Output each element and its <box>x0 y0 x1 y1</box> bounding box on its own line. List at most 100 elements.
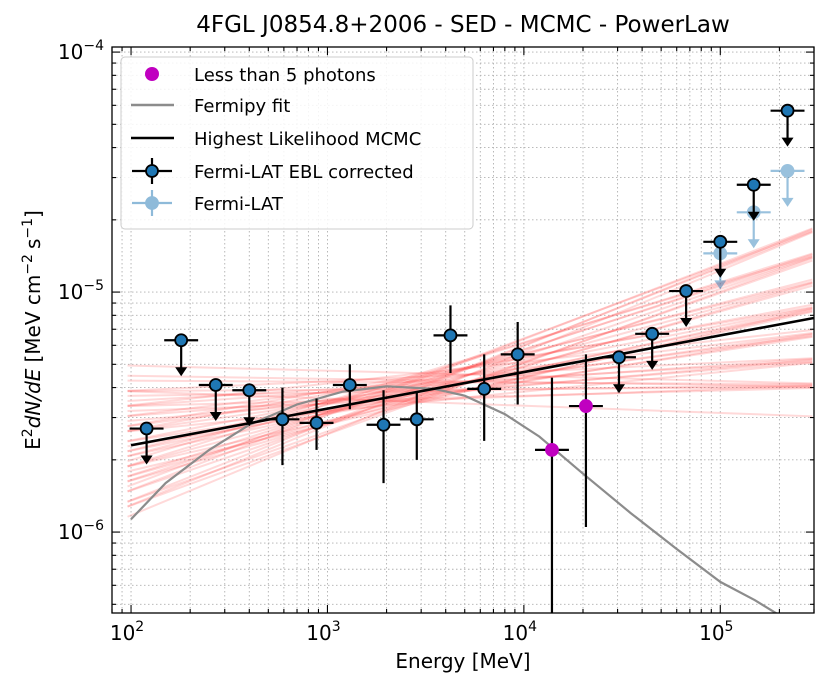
low-photon-point-marker <box>579 399 593 413</box>
legend-ebl-marker <box>132 158 172 184</box>
mcmc-sample-line <box>127 228 813 508</box>
low-photon-point <box>568 354 603 527</box>
legend-low-photons-label: Less than 5 photons <box>194 65 376 86</box>
legend-low-photons-marker <box>145 67 159 81</box>
x-tick-label: 105 <box>699 619 733 645</box>
ebl-corrected-point <box>602 350 636 394</box>
ebl-corrected-point-ul-arrow <box>612 384 625 394</box>
plot-frame <box>111 46 815 614</box>
ebl-corrected-point-ul-arrow <box>175 367 188 377</box>
model-curves <box>130 316 814 613</box>
ebl-corrected-point <box>399 392 434 460</box>
mcmc-sample-line <box>127 255 813 478</box>
fermi-lat-point-ul-arrow <box>714 280 727 290</box>
mcmc-sample-line <box>127 227 813 493</box>
ebl-corrected-point-ul-arrow <box>646 360 659 370</box>
x-axis-label: Energy [MeV] <box>395 649 530 673</box>
mcmc-sample-line <box>127 253 813 483</box>
mcmc-sample-line <box>127 328 813 407</box>
low-photon-point-marker <box>545 442 559 457</box>
ebl-corrected-point <box>635 326 670 370</box>
ebl-corrected-point-marker <box>275 412 290 427</box>
legend-lat-label: Fermi-LAT <box>194 194 284 215</box>
ebl-corrected-point-ul-arrow <box>714 268 727 278</box>
fermi-lat-point-marker <box>780 163 795 178</box>
y-tick-label: 10−5 <box>58 278 104 304</box>
ebl-corrected-point-ul-arrow <box>209 412 222 422</box>
y-axis-label: E2dN/dE[MeV cm−2s−1] <box>20 210 45 450</box>
mcmc-sample-line <box>127 364 813 385</box>
legend-lat-marker <box>132 190 172 216</box>
mcmc-sample-line <box>127 229 813 488</box>
ebl-corrected-point-marker <box>376 417 391 432</box>
ebl-corrected-point <box>703 234 738 278</box>
ebl-corrected-point-marker <box>342 378 357 392</box>
highest-likelihood-mcmc-line <box>130 316 814 447</box>
fermipy-fit-curve <box>130 385 778 613</box>
ebl-corrected-point-ul-arrow <box>747 211 760 221</box>
axis-ticks: 102 103 104 105 10−6 10−5 10−4 <box>58 38 815 645</box>
ebl-corrected-point <box>129 421 164 465</box>
ebl-corrected-point <box>332 364 367 410</box>
ebl-corrected-point-ul-arrow <box>781 137 794 147</box>
ebl-corrected-point-marker <box>174 333 189 348</box>
legend: Less than 5 photons Fermipy fit Highest … <box>120 56 474 230</box>
mcmc-sample-line <box>127 256 813 493</box>
legend-fermipy-label: Fermipy fit <box>194 96 290 117</box>
mcmc-sample-line <box>127 303 813 432</box>
ebl-corrected-point <box>500 322 535 405</box>
x-tick-label: 103 <box>306 619 340 645</box>
mcmc-sample-line <box>127 278 813 458</box>
mcmc-sample-line <box>127 333 813 448</box>
fermi-lat-point-ul-arrow <box>747 239 760 249</box>
fermi-lat-point-ul-arrow <box>781 197 794 207</box>
ebl-corrected-point <box>299 398 334 450</box>
mcmc-sample-lines <box>127 227 813 518</box>
ebl-corrected-point-marker <box>208 378 223 392</box>
mcmc-sample-line <box>127 357 813 392</box>
fermi-lat-point <box>770 163 805 207</box>
ebl-corrected-point-marker <box>409 412 424 427</box>
mcmc-sample-line <box>127 280 813 453</box>
x-tick-label: 104 <box>503 619 537 645</box>
ebl-corrected-point <box>164 333 199 377</box>
ebl-corrected-point <box>433 305 468 374</box>
chart-title: 4FGL J0854.8+2006 - SED - MCMC - PowerLa… <box>196 12 730 38</box>
ebl-corrected-point <box>467 354 502 441</box>
ebl-corrected-point-marker <box>645 326 660 341</box>
mcmc-sample-line <box>127 252 813 468</box>
x-tick-label: 102 <box>110 619 144 645</box>
mcmc-sample-line <box>127 230 813 503</box>
ebl-corrected-point <box>669 284 704 328</box>
ebl-corrected-point-marker <box>780 103 795 118</box>
mcmc-sample-line <box>127 231 813 518</box>
ebl-corrected-point-marker <box>477 381 492 396</box>
data-points <box>129 103 805 613</box>
ebl-corrected-point-marker <box>309 416 324 430</box>
ebl-corrected-point-ul-arrow <box>243 417 256 427</box>
ebl-corrected-point-marker <box>746 177 761 192</box>
ebl-corrected-point-marker <box>612 350 626 365</box>
ebl-corrected-point-marker <box>713 234 728 249</box>
ebl-corrected-point-marker <box>510 347 525 362</box>
legend-box <box>120 56 474 230</box>
mcmc-sample-line <box>127 306 813 443</box>
ebl-corrected-point-ul-arrow <box>140 455 153 465</box>
legend-ebl-label: Fermi-LAT EBL corrected <box>194 162 414 183</box>
ebl-corrected-point <box>366 390 401 484</box>
mcmc-sample-line <box>127 383 813 397</box>
ebl-corrected-point <box>770 103 805 147</box>
mcmc-sample-line <box>127 308 813 473</box>
y-tick-label: 10−6 <box>58 518 104 544</box>
legend-mcmc-label: Highest Likelihood MCMC <box>194 129 421 150</box>
ebl-corrected-point <box>265 387 300 466</box>
ebl-corrected-point-marker <box>443 328 458 343</box>
mcmc-sample-line <box>127 332 813 417</box>
ebl-corrected-point-marker <box>242 383 257 398</box>
mcmc-sample-line <box>127 358 813 423</box>
mcmc-sample-line <box>127 306 813 427</box>
ebl-corrected-point <box>736 177 771 221</box>
ebl-corrected-point-marker <box>139 421 154 436</box>
low-photon-point <box>534 377 569 613</box>
